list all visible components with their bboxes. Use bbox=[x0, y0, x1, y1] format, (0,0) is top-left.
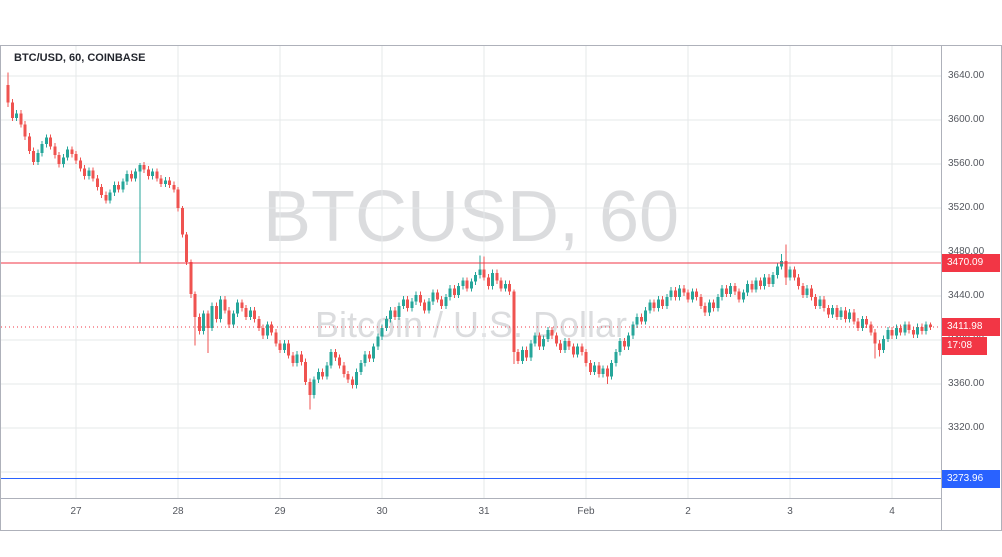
time-tick-label: Feb bbox=[577, 506, 595, 517]
price-chart-svg bbox=[1, 46, 941, 498]
time-tick-label: 27 bbox=[70, 506, 82, 517]
watermark-description: Bitcoin / U.S. Dollar bbox=[314, 304, 628, 345]
chart-plot-area: BTCUSD, 60 Bitcoin / U.S. Dollar BTC/USD… bbox=[1, 46, 942, 499]
bar-countdown-badge: 17:08 bbox=[942, 337, 987, 355]
price-axis[interactable]: 3470.09 3411.98 17:08 3273.96 3640.00 360… bbox=[942, 46, 1001, 499]
last-price-badge: 3411.98 bbox=[942, 318, 1000, 336]
resistance-price-badge: 3470.09 bbox=[942, 254, 1000, 272]
time-tick-label: 2 bbox=[685, 506, 691, 517]
time-tick-label: 31 bbox=[478, 506, 490, 517]
price-tick-label: 3480.00 bbox=[948, 246, 985, 257]
price-tick-label: 3560.00 bbox=[948, 158, 985, 169]
time-tick-label: 30 bbox=[376, 506, 388, 517]
candlestick-chart-canvas[interactable] bbox=[1, 46, 941, 498]
time-tick-label: 3 bbox=[787, 506, 793, 517]
price-tick-label: 3360.00 bbox=[948, 378, 985, 389]
price-tick-label: 3600.00 bbox=[948, 114, 985, 125]
time-axis[interactable]: 27 28 29 30 31 Feb 2 3 4 bbox=[1, 499, 942, 530]
chart-legend-title: BTC/USD, 60, COINBASE bbox=[14, 52, 146, 64]
price-tick-label: 3440.00 bbox=[948, 290, 985, 301]
time-tick-label: 29 bbox=[274, 506, 286, 517]
time-tick-label: 28 bbox=[172, 506, 184, 517]
chart-widget: BTCUSD, 60 Bitcoin / U.S. Dollar BTC/USD… bbox=[0, 45, 1002, 531]
watermark-symbol: BTCUSD, 60 bbox=[262, 177, 680, 257]
time-tick-label: 4 bbox=[889, 506, 895, 517]
price-tick-label: 3640.00 bbox=[948, 70, 985, 81]
support-price-badge: 3273.96 bbox=[942, 470, 1000, 488]
price-tick-label: 3320.00 bbox=[948, 422, 985, 433]
price-tick-label: 3520.00 bbox=[948, 202, 985, 213]
